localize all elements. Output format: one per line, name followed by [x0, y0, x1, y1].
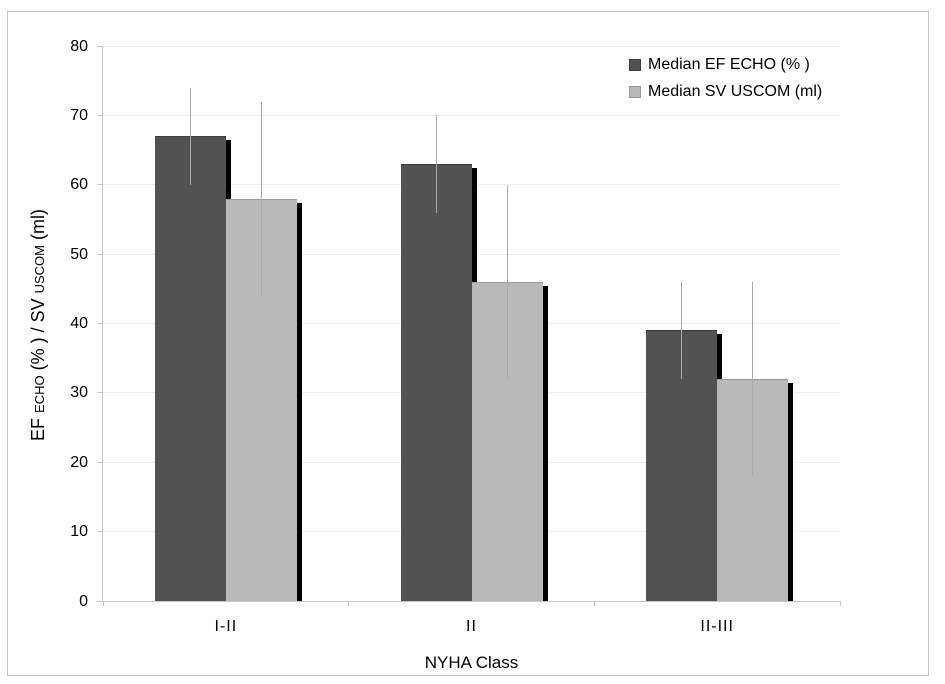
legend-item-sv-uscom: Median SV USCOM (ml) — [629, 78, 822, 105]
y-axis-title-part: (% ) / SV — [28, 293, 48, 376]
y-tick — [97, 184, 103, 186]
error-bar — [260, 101, 262, 296]
x-tick — [839, 601, 841, 606]
category-label: II — [466, 618, 477, 635]
x-tick — [348, 601, 350, 606]
error-bar — [752, 281, 754, 477]
bar-median-ef-echo — [154, 136, 226, 601]
legend-label-ef-echo: Median EF ECHO (% ) — [648, 55, 810, 73]
y-tick — [97, 392, 103, 394]
legend-label-sv-uscom: Median SV USCOM (ml) — [648, 82, 823, 100]
gridline — [103, 114, 840, 116]
legend-marker-sv-uscom — [629, 85, 641, 98]
y-tick — [97, 323, 103, 324]
y-tick — [97, 253, 103, 255]
x-tick — [593, 601, 595, 606]
y-tick-label: 10 — [70, 523, 88, 541]
y-axis-title-part: USCOM — [32, 245, 47, 294]
bar-shadow — [788, 383, 794, 601]
y-tick — [97, 114, 103, 116]
bar-shadow — [542, 285, 548, 601]
y-tick-label: 70 — [70, 106, 88, 124]
gridline — [103, 45, 840, 47]
y-tick-label: 40 — [70, 315, 88, 332]
y-tick — [97, 45, 103, 47]
x-tick — [102, 601, 104, 606]
legend-marker-ef-echo — [629, 58, 641, 71]
y-tick-label: 60 — [70, 176, 88, 194]
y-tick-label: 20 — [70, 453, 88, 471]
y-tick — [97, 600, 103, 602]
x-axis-line — [103, 601, 840, 602]
error-bar — [435, 115, 437, 213]
category-label: II-III — [700, 618, 734, 635]
legend: Median EF ECHO (% ) Median SV USCOM (ml) — [629, 51, 822, 105]
y-tick-label: 0 — [79, 592, 88, 610]
y-axis-title: EF ECHO (% ) / SV USCOM (ml) — [25, 125, 51, 525]
y-axis-title-part: EF — [28, 412, 48, 441]
y-tick — [97, 531, 103, 533]
category-label: I-II — [214, 618, 238, 635]
bar-median-ef-echo — [400, 163, 472, 601]
error-bar — [681, 281, 683, 379]
y-tick-label: 80 — [70, 37, 88, 55]
legend-item-ef-echo: Median EF ECHO (% ) — [629, 51, 822, 78]
y-axis-line — [102, 46, 103, 602]
error-bar — [506, 184, 508, 379]
x-axis-title: NYHA Class — [424, 653, 519, 672]
y-axis-title-part: ECHO — [32, 375, 47, 413]
y-axis-title-part: (ml) — [28, 209, 48, 245]
chart-border — [7, 11, 929, 676]
y-tick-label: 30 — [70, 384, 88, 402]
error-bar — [189, 87, 191, 185]
y-tick — [97, 461, 103, 463]
y-tick-label: 50 — [70, 245, 88, 263]
bar-shadow — [296, 202, 302, 601]
